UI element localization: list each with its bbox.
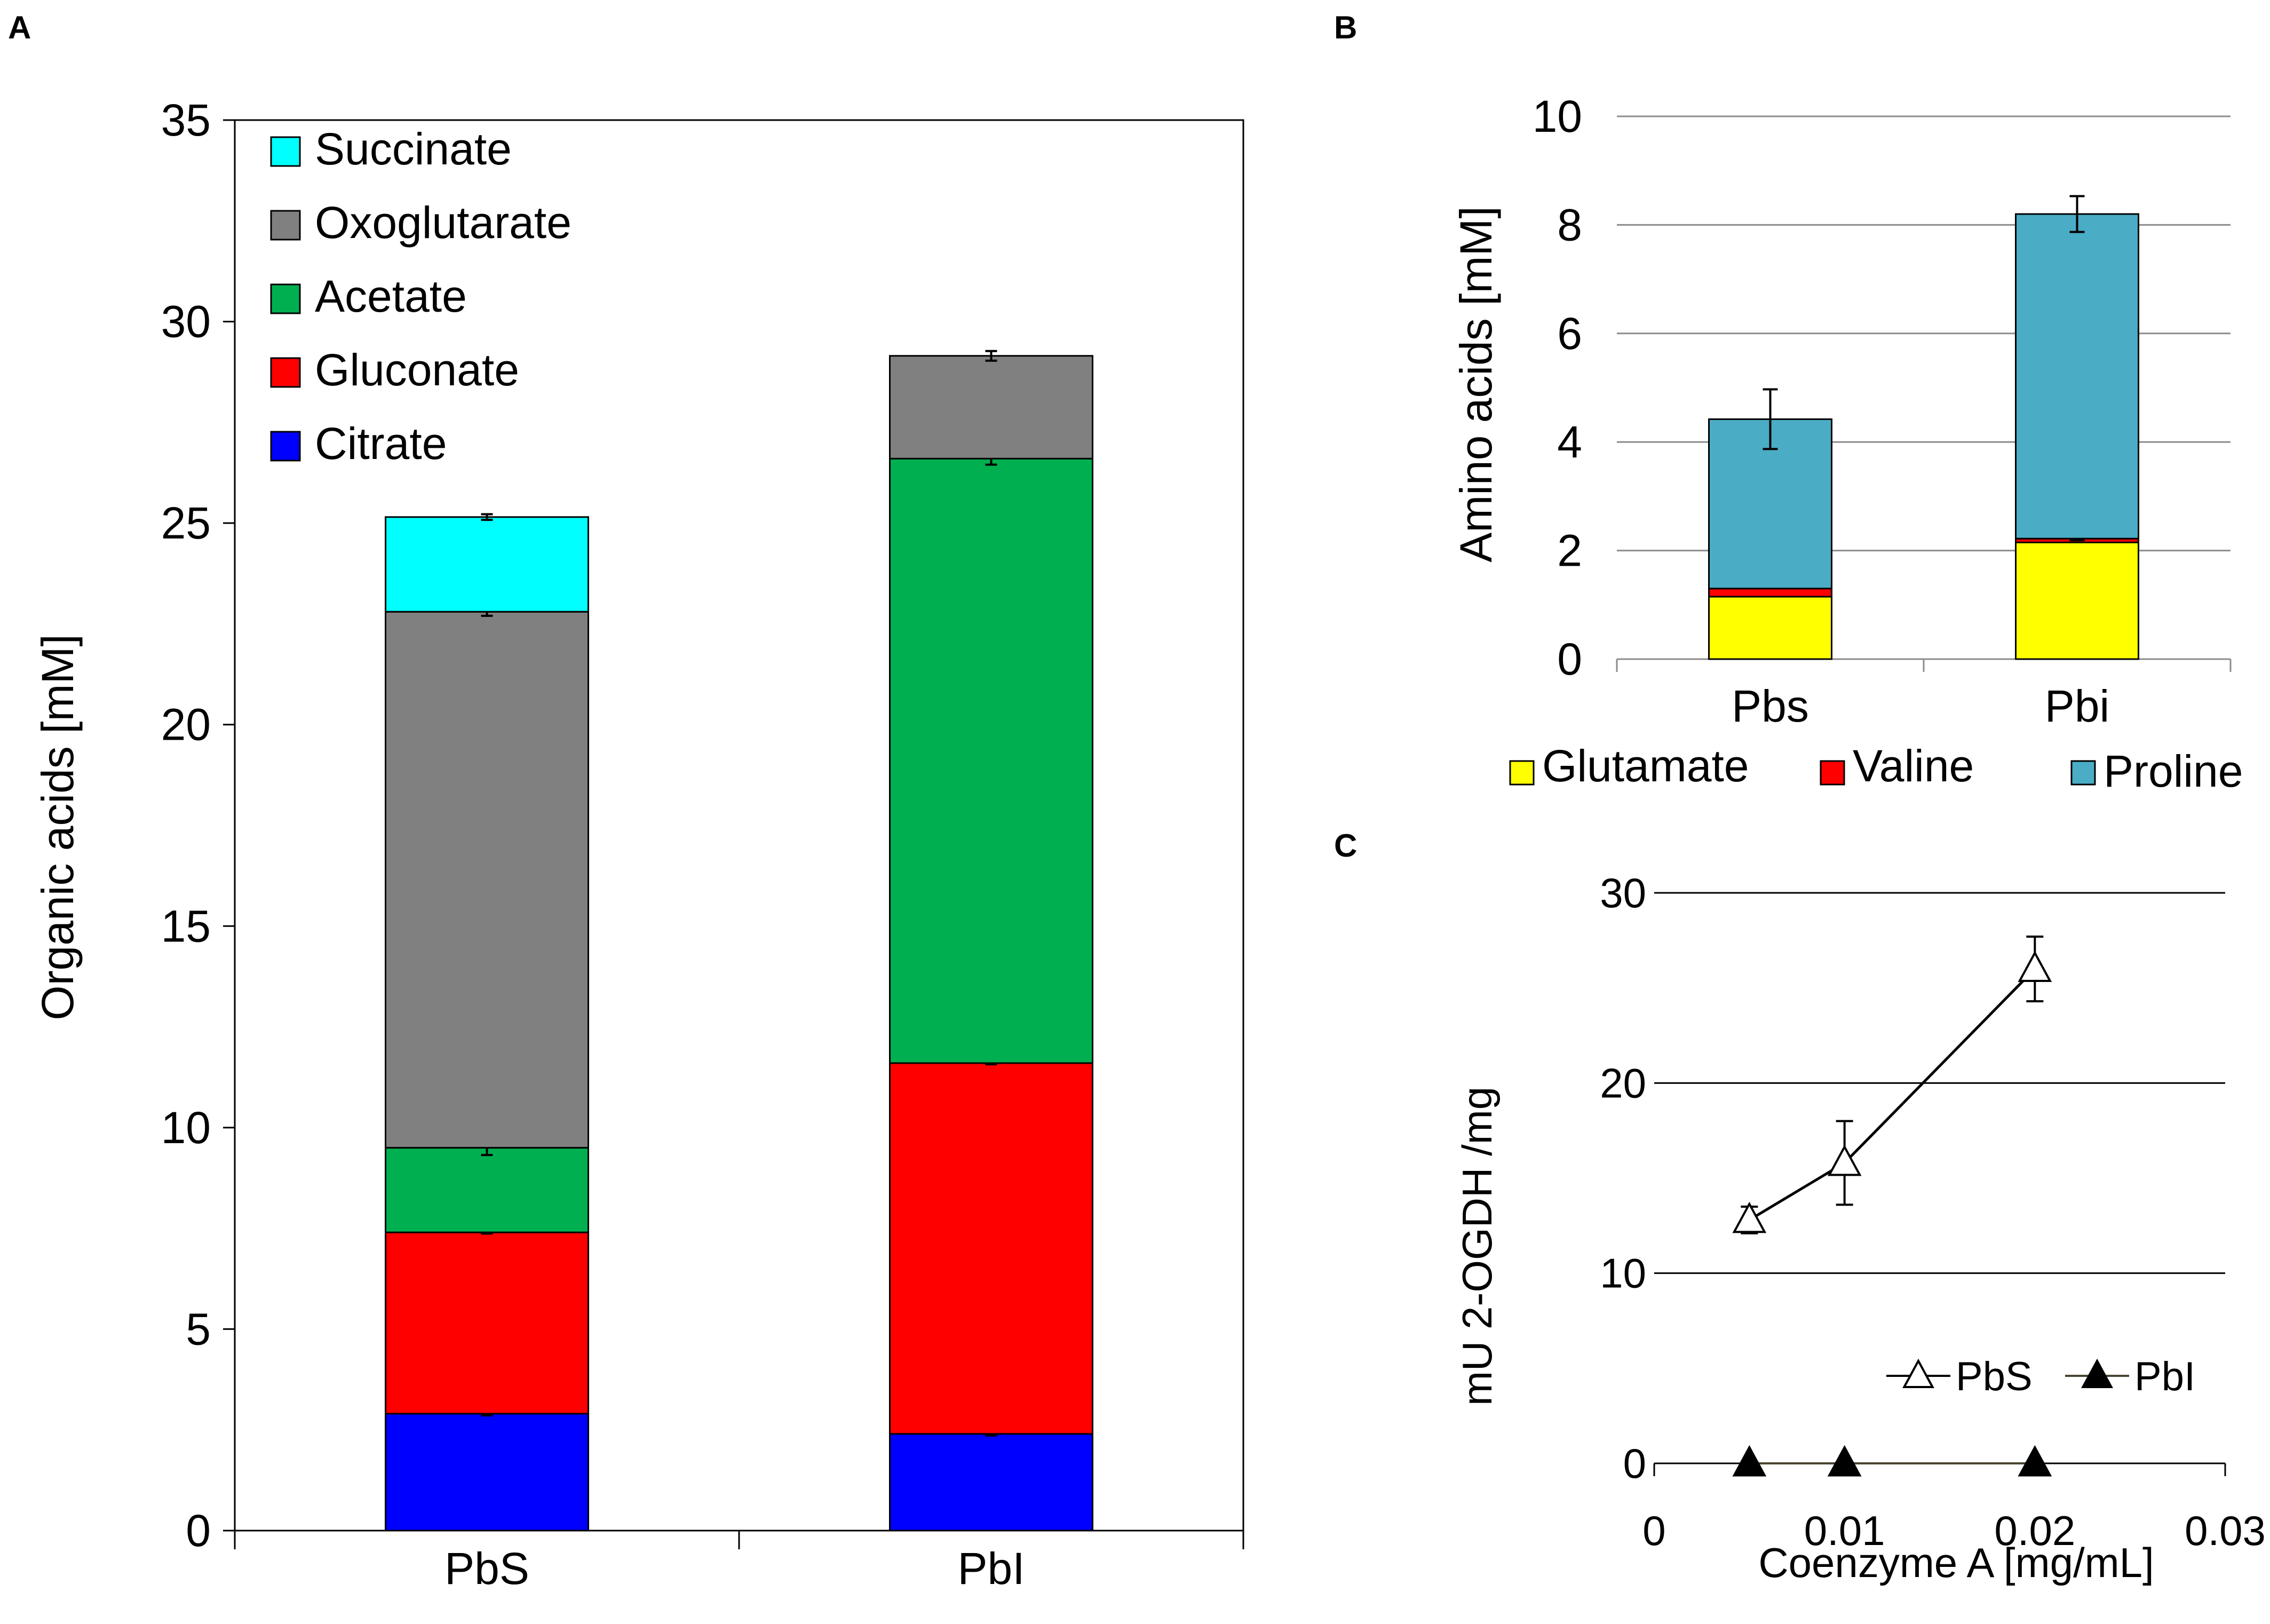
bar-oxoglutarate-pbs (385, 611, 589, 1149)
series-line-pbs (1749, 968, 2036, 1222)
legend-label-valine: Valine (1853, 741, 1974, 791)
panel-c-coenzyme-a: C 0 10 20 30 0 0.01 0.02 0.03 PbS PbI mU 2-OGDH… (1334, 828, 2266, 1586)
bar-gluconate-pbs (385, 1231, 589, 1415)
point-pbi (2018, 1445, 2052, 1477)
y-tick-label: 25 (161, 498, 211, 548)
legend-swatch-valine (1820, 760, 1845, 786)
y-tick-label: 0 (1557, 634, 1582, 684)
point-pbs (2018, 950, 2052, 983)
bar-proline-pbi (2015, 213, 2139, 540)
panel-b-bars (1708, 195, 2139, 660)
bar-gluconate-pbi (889, 1062, 1093, 1435)
legend-swatch-proline (2070, 760, 2096, 786)
panel-a-y-axis-label: Organic acids [mM] (33, 634, 83, 1020)
panel-b-y-ticks: 0 2 4 6 8 10 (1533, 91, 1582, 684)
panel-c-x-axis-label: Coenzyme A [mg/mL] (1758, 1539, 2154, 1586)
panel-b-letter: B (1334, 10, 1357, 45)
legend-label-acetate: Acetate (315, 271, 467, 321)
y-tick-label: 10 (1533, 91, 1582, 141)
x-tick-label: 0.02 (1994, 1507, 2075, 1554)
y-tick-label: 6 (1557, 308, 1582, 359)
y-tick-label: 10 (1600, 1250, 1646, 1297)
panel-c-legend: PbS PbI (1886, 1354, 2195, 1399)
y-tick-label: 20 (161, 700, 211, 750)
panel-c-y-ticks: 0 10 20 30 (1600, 869, 1646, 1487)
panel-c-letter: C (1334, 828, 1357, 864)
legend-label-succinate: Succinate (315, 124, 512, 174)
bar-citrate-pbs (385, 1413, 589, 1532)
x-tick-label-pbi: PbI (957, 1543, 1025, 1594)
legend-swatch-gluconate (270, 357, 301, 388)
legend-swatch-acetate (270, 283, 301, 314)
panel-b-x-ticks: Pbs Pbi (1616, 659, 2232, 731)
y-tick-label: 35 (161, 95, 211, 145)
x-tick-label-pbs: Pbs (1732, 681, 1809, 731)
panel-b-legend: Glutamate Valine Proline (1509, 741, 2243, 796)
bar-succinate-pbs (385, 516, 589, 613)
y-tick-label: 0 (1623, 1440, 1646, 1487)
panel-b-y-axis-label: Amino acids [mM] (1451, 206, 1501, 563)
y-tick-label: 4 (1557, 417, 1582, 467)
y-tick-label: 5 (186, 1304, 211, 1354)
legend-label-gluconate: Gluconate (315, 345, 519, 395)
y-tick-label: 30 (161, 297, 211, 347)
legend-swatch-citrate (270, 431, 301, 462)
legend-swatch-oxoglutarate (270, 210, 301, 241)
y-tick-label: 30 (1600, 869, 1646, 916)
panel-c-x-ticks: 0 0.01 0.02 0.03 (1642, 1463, 2266, 1554)
bar-oxoglutarate-pbi (889, 355, 1093, 460)
point-pbi (1827, 1445, 1862, 1477)
bar-acetate-pbs (385, 1147, 589, 1233)
bar-citrate-pbi (889, 1433, 1093, 1532)
y-tick-label: 0 (186, 1506, 211, 1556)
panel-c-series (1732, 935, 2052, 1477)
point-pbs (1732, 1201, 1767, 1233)
panel-a-y-ticks: 0 5 10 15 20 25 30 35 (161, 95, 235, 1556)
panel-a-x-ticks: PbS PbI (234, 1531, 1244, 1594)
panel-a-bars (385, 350, 1093, 1532)
bar-glutamate-pbs (1708, 596, 1832, 660)
bar-glutamate-pbi (2015, 541, 2139, 660)
panel-a-legend: Succinate Oxoglutarate Acetate Gluconate Cit… (270, 124, 572, 469)
x-tick-label-pbs: PbS (445, 1543, 529, 1594)
x-tick-label: 0.01 (1804, 1507, 1885, 1554)
x-tick-label: 0 (1642, 1507, 1665, 1554)
point-pbs (1827, 1144, 1862, 1176)
x-tick-label: 0.03 (2185, 1507, 2266, 1554)
legend-marker-pbs (1902, 1358, 1934, 1388)
y-tick-label: 2 (1557, 526, 1582, 576)
legend-label-pbs: PbS (1956, 1354, 2033, 1399)
legend-swatch-glutamate (1509, 760, 1535, 786)
legend-label-citrate: Citrate (315, 418, 447, 469)
panel-a-letter: A (8, 10, 31, 45)
legend-marker-pbi (2081, 1358, 2113, 1388)
y-tick-label: 10 (161, 1103, 211, 1153)
y-tick-label: 20 (1600, 1059, 1646, 1106)
x-tick-label-pbi: Pbi (2045, 681, 2109, 731)
bar-valine-pbs (1708, 588, 1832, 598)
legend-label-proline: Proline (2104, 746, 2243, 796)
bar-acetate-pbi (889, 457, 1093, 1064)
legend-label-pbi: PbI (2134, 1354, 2195, 1399)
y-tick-label: 15 (161, 901, 211, 951)
y-tick-label: 8 (1557, 200, 1582, 250)
legend-label-oxoglutarate: Oxoglutarate (315, 197, 572, 248)
panel-c-y-axis-label: mU 2-OGDH /mg (1454, 1087, 1501, 1406)
legend-swatch-succinate (270, 136, 301, 167)
point-pbi (1732, 1445, 1767, 1477)
legend-label-glutamate: Glutamate (1542, 741, 1749, 791)
panel-a-organic-acids: A 0 5 10 15 20 25 30 35 PbS PbI Succinate Oxoglut… (8, 10, 1244, 1594)
